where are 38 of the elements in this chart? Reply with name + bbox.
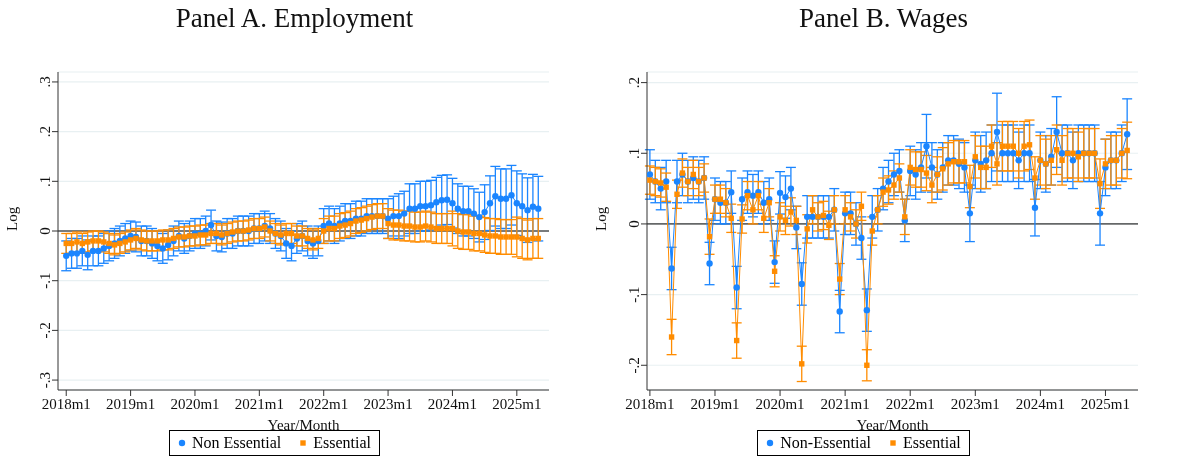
y-tick-label: -.3 <box>37 371 53 389</box>
chart-title: Panel B. Wages <box>797 2 970 35</box>
x-tick-label: 2021m1 <box>820 395 870 412</box>
x-tick-label: 2021m1 <box>234 395 284 412</box>
x-tick-label: 2023m1 <box>363 395 413 412</box>
chart-title: Panel A. Employment <box>174 2 415 35</box>
y-axis-title: Log <box>593 206 610 231</box>
y-tick-label: -.2 <box>626 357 642 374</box>
y-axis-title: Log <box>4 206 21 231</box>
legend-label: Essential <box>902 434 961 452</box>
y-tick-label: 0 <box>37 227 53 235</box>
y-tick-label: -.2 <box>37 322 53 339</box>
legend-label: Non Essential <box>191 434 282 452</box>
y-tick-label: .1 <box>37 175 53 187</box>
y-tick-label: .2 <box>626 76 642 89</box>
y-tick-label: -.1 <box>626 286 642 303</box>
x-tick-label: 2025m1 <box>1080 395 1131 412</box>
x-tick-label: 2025m1 <box>492 395 542 412</box>
x-tick-label: 2024m1 <box>1015 395 1065 412</box>
x-tick-label: 2018m1 <box>41 395 91 412</box>
x-axis-title: Year/Month <box>267 417 340 433</box>
x-tick-label: 2018m1 <box>625 395 675 412</box>
x-tick-label: 2023m1 <box>950 395 1000 412</box>
x-tick-label: 2024m1 <box>427 395 478 412</box>
x-axis-title: Year/Month <box>856 417 929 433</box>
legend-label: Essential <box>313 434 372 452</box>
x-tick-label: 2019m1 <box>690 395 740 412</box>
y-tick-label: -.1 <box>37 272 53 289</box>
x-tick-label: 2022m1 <box>885 395 935 412</box>
y-tick-label: .2 <box>37 126 53 138</box>
y-tick-label: .1 <box>626 147 642 159</box>
x-tick-label: 2019m1 <box>106 395 156 412</box>
x-tick-label: 2020m1 <box>170 395 220 412</box>
y-tick-label: 0 <box>626 220 642 228</box>
legend-label: Non-Essential <box>780 434 871 452</box>
x-tick-label: 2022m1 <box>299 395 349 412</box>
x-tick-label: 2020m1 <box>755 395 805 412</box>
y-tick-label: .3 <box>37 76 53 88</box>
